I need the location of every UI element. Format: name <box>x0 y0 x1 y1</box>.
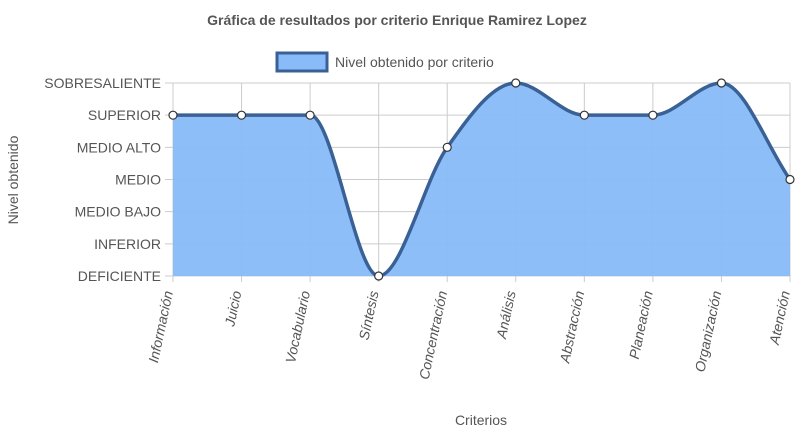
x-tick-label: Información <box>145 289 176 364</box>
x-axis-ticks: Información Juicio Vocabulario Síntesis Conc… <box>145 289 793 381</box>
y-tick-label: MEDIO BAJO <box>75 204 161 220</box>
data-points <box>168 78 795 281</box>
y-tick-label: SUPERIOR <box>88 107 161 123</box>
data-point[interactable] <box>168 110 178 120</box>
data-point[interactable] <box>785 174 795 185</box>
x-tick-label: Concentración <box>416 289 450 381</box>
x-tick-label: Abstracción <box>556 289 587 365</box>
data-point[interactable] <box>648 110 658 120</box>
data-point[interactable] <box>442 142 452 152</box>
data-point[interactable] <box>716 78 727 88</box>
legend[interactable]: Nivel obtenido por criterio <box>275 51 494 73</box>
series-area <box>173 83 790 276</box>
chart-title: Gráfica de resultados por criterio Enriq… <box>207 12 587 28</box>
x-tick-label: Juicio <box>221 289 244 329</box>
x-tick-label: Análisis <box>493 289 519 341</box>
y-axis-ticks: DEFICIENTE INFERIOR MEDIO BAJO MEDIO MEDIO A… <box>44 75 161 284</box>
x-tick-label: Organización <box>692 289 725 373</box>
data-point[interactable] <box>579 110 589 120</box>
y-tick-label: MEDIO <box>115 172 161 188</box>
x-tick-label: Planeación <box>626 289 656 360</box>
x-tick-label: Síntesis <box>356 289 382 341</box>
y-tick-label: SOBRESALIENTE <box>44 75 161 91</box>
data-point[interactable] <box>305 110 315 120</box>
x-tick-label: Vocabulario <box>282 289 313 364</box>
data-point[interactable] <box>511 78 521 88</box>
x-tick-label: Atención <box>766 289 793 347</box>
y-tick-label: DEFICIENTE <box>78 268 161 284</box>
series-line <box>173 81 792 278</box>
y-tick-label: INFERIOR <box>94 236 161 252</box>
y-tick-label: MEDIO ALTO <box>77 139 161 155</box>
legend-swatch <box>275 51 329 73</box>
data-point[interactable] <box>236 110 247 120</box>
area-layer <box>173 81 792 278</box>
data-point[interactable] <box>374 271 384 281</box>
x-axis-label: Criterios <box>455 412 507 428</box>
y-axis-label: Nivel obtenido <box>5 135 21 224</box>
legend-label: Nivel obtenido por criterio <box>335 54 494 70</box>
